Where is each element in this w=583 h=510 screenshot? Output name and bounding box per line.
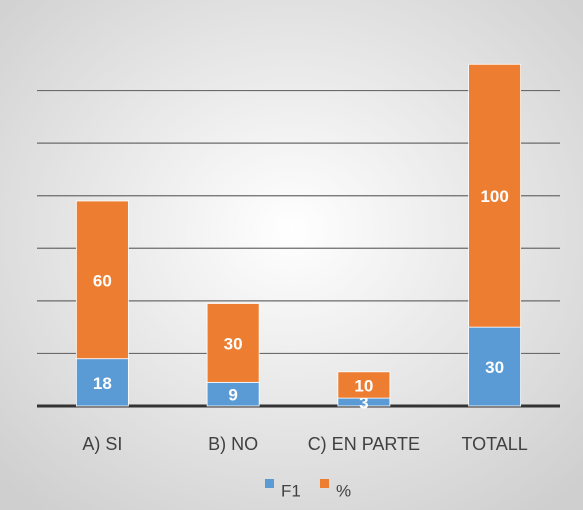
bar-segment [206,303,260,383]
legend-label: % [336,481,351,500]
bar-segment [337,371,391,399]
legend-swatch [320,479,329,488]
x-tick-label: C) EN PARTE [308,434,420,454]
data-label: 60 [93,271,112,290]
legend-label: F1 [281,481,301,500]
data-label: 10 [354,376,373,395]
data-label: 3 [359,394,368,413]
x-tick-label: TOTALL [461,434,527,454]
bar-segment [75,200,129,360]
bar-segment [468,63,522,328]
data-label: 30 [224,334,243,353]
x-tick-label: A) SI [82,434,122,454]
bar-segment [468,326,522,407]
x-tick-label: B) NO [208,434,258,454]
data-label: 18 [93,374,112,393]
legend-swatch [265,479,274,488]
data-label: 9 [228,386,237,405]
data-label: 100 [480,187,508,206]
data-label: 30 [485,358,504,377]
